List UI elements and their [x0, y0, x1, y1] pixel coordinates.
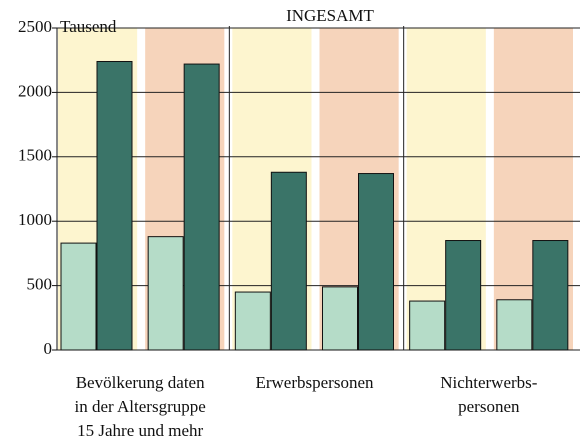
group-label: Nichterwerbs-	[440, 373, 538, 392]
y-tick-label: 1000	[18, 210, 52, 229]
y-tick-label: 2500	[18, 17, 52, 36]
bar	[60, 242, 97, 351]
bar	[96, 60, 133, 351]
bar	[358, 173, 394, 351]
group-label: in der Altersgruppe	[75, 397, 206, 416]
y-tick-label: 2000	[18, 81, 52, 100]
group-label: personen	[458, 397, 520, 416]
bar	[445, 240, 482, 351]
group-label: Erwerbspersonen	[255, 373, 374, 392]
y-tick-label: 1500	[18, 146, 52, 165]
group-label: Bevölkerung daten	[76, 373, 205, 392]
bar	[322, 286, 358, 351]
y-tick-label: 500	[27, 275, 53, 294]
y-unit: Tausend	[60, 17, 117, 36]
bar	[496, 299, 533, 351]
bar	[270, 171, 307, 351]
bar	[234, 291, 271, 351]
group-label: 15 Jahre und mehr	[77, 421, 203, 440]
y-tick-label: 0	[44, 339, 53, 358]
bar	[183, 63, 220, 351]
bar	[147, 236, 184, 351]
chart-title: INGESAMT	[286, 6, 374, 25]
bar	[409, 300, 446, 351]
bar	[532, 240, 569, 351]
